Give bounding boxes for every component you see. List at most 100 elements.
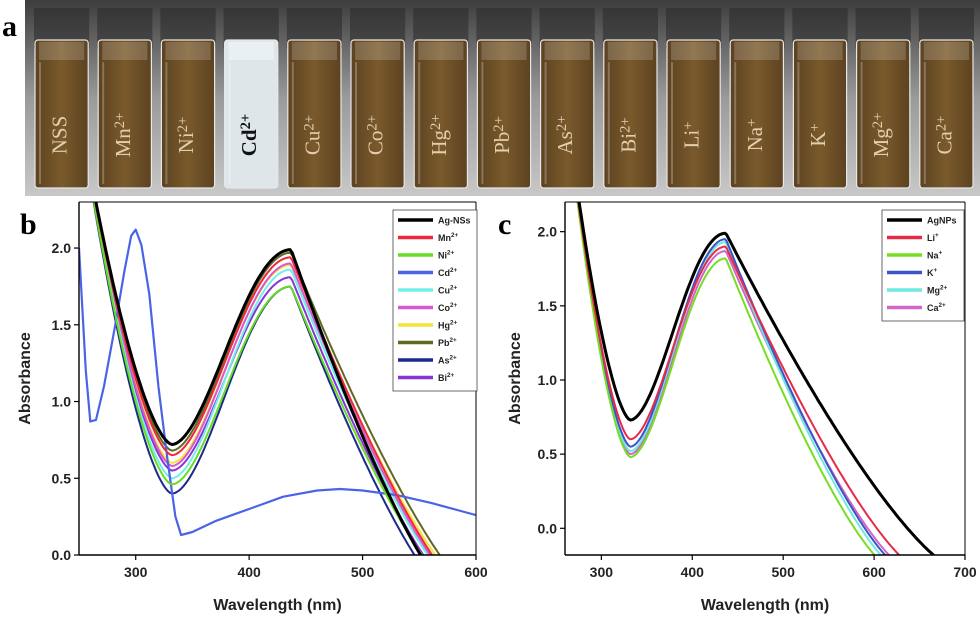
vial-meniscus — [797, 42, 843, 60]
vial-body — [919, 39, 974, 189]
series-line-mg — [576, 202, 883, 555]
x-tick-label: 600 — [464, 564, 488, 580]
series-line-ag-nss — [94, 202, 423, 555]
vial-hg: Hg2+ — [413, 8, 469, 189]
vial-meniscus — [860, 42, 906, 60]
vial-na: Na+ — [729, 8, 785, 189]
vial-body — [34, 39, 89, 189]
series-line-cu — [93, 202, 429, 555]
vial-body — [97, 39, 152, 189]
vial-photo-strip: a NSS Mn2+ Ni2+ Cd2+ Cu2+ Co2+ Hg2+ Pb2+ As2+ Bi2+… — [2, 0, 980, 196]
legend-entry: Co2+ — [438, 302, 458, 313]
legend-entry: Mg2+ — [927, 285, 948, 296]
vial-k: K+ — [792, 8, 848, 189]
legend-entry: Li+ — [927, 232, 939, 243]
x-tick-label: 300 — [590, 564, 614, 580]
legend-box — [881, 209, 965, 322]
series-line-pb — [94, 202, 441, 555]
chart-b: b 300 400 500 600 0.0 0.5 1.0 1.5 2.0 Wavelength (… — [17, 201, 488, 614]
vial-label: K+ — [806, 123, 830, 146]
vial-meniscus — [923, 42, 969, 60]
y-tick-label: 1.0 — [538, 372, 558, 388]
x-axis-label: Wavelength (nm) — [213, 597, 341, 614]
vial-meniscus — [734, 42, 780, 60]
vial-cu: Cu2+ — [286, 8, 342, 189]
vial-body — [603, 39, 658, 189]
panel-letter-a: a — [2, 10, 17, 43]
x-tick-label: 600 — [862, 564, 886, 580]
vial-label: Hg2+ — [427, 114, 451, 155]
vial-label: Mg2+ — [869, 113, 893, 158]
vial-meniscus — [607, 42, 653, 60]
vial-label: Pb2+ — [490, 116, 514, 154]
vial-body — [666, 39, 721, 189]
vial-body — [350, 39, 405, 189]
vial-label: Cu2+ — [300, 115, 324, 155]
vial-body — [224, 39, 279, 189]
vial-cd: Cd2+ — [223, 8, 279, 189]
x-axis-label: Wavelength (nm) — [701, 597, 829, 614]
vial-body — [413, 39, 469, 189]
series-line-ca — [576, 202, 891, 555]
legend-entry: Cd2+ — [438, 267, 458, 278]
x-tick-label: 400 — [681, 564, 705, 580]
legend-entry: Bi2+ — [438, 372, 455, 383]
legend-entry: Cu2+ — [438, 285, 458, 296]
vial-meniscus — [418, 42, 464, 60]
vial-body — [729, 39, 785, 189]
plot-area — [79, 202, 476, 555]
vial-meniscus — [39, 42, 85, 60]
legend: AgNPs Li+ Na+ K+ Mg2+ Ca2+ — [881, 209, 965, 322]
vial-label: Mn2+ — [111, 113, 135, 158]
vial-label: Ca2+ — [932, 116, 956, 155]
legend-entry: Na+ — [927, 250, 943, 261]
series-line-cd — [79, 228, 476, 537]
vial-label: Li+ — [679, 122, 703, 149]
vial-label: Na+ — [743, 119, 767, 152]
vial-meniscus — [165, 42, 211, 60]
vial-meniscus — [228, 42, 274, 60]
y-tick-label: 1.5 — [538, 298, 558, 314]
vial-label: NSS — [47, 116, 71, 155]
vial-body — [476, 39, 532, 189]
legend-entry: Ni2+ — [438, 250, 455, 261]
vial-as: As2+ — [539, 8, 595, 189]
panel-letter-c: c — [498, 208, 511, 241]
vial-pb: Pb2+ — [476, 8, 532, 189]
vial-meniscus — [671, 42, 717, 60]
vial-body — [160, 39, 216, 189]
x-tick-label: 400 — [237, 564, 261, 580]
x-tick-label: 700 — [953, 564, 977, 580]
legend-entry: AgNPs — [927, 216, 957, 226]
vial-label: Ni2+ — [174, 117, 198, 154]
vial-meniscus — [481, 42, 527, 60]
y-tick-label: 0.0 — [538, 520, 558, 536]
vial-mg: Mg2+ — [855, 8, 911, 189]
vial-meniscus — [355, 42, 401, 60]
y-tick-label: 2.0 — [538, 224, 558, 240]
vial-ca: Ca2+ — [918, 8, 974, 189]
y-tick-label: 1.5 — [52, 317, 72, 333]
legend-entry: Ag-NSs — [438, 216, 471, 226]
legend-entry: Hg2+ — [438, 320, 458, 331]
vial-meniscus — [544, 42, 590, 60]
y-tick-label: 0.5 — [538, 446, 558, 462]
legend: Ag-NSs Mn2+ Ni2+ Cd2+ Cu2+ Co2+ Hg2+ Pb2+ As2+ Bi… — [392, 209, 478, 392]
y-axis-label: Absorbance — [507, 332, 524, 425]
y-tick-label: 0.0 — [52, 547, 72, 563]
y-axis-label: Absorbance — [17, 332, 34, 425]
x-tick-label: 300 — [124, 564, 148, 580]
y-tick-label: 2.0 — [52, 240, 72, 256]
y-tick-label: 0.5 — [52, 470, 72, 486]
vial-meniscus — [291, 42, 337, 60]
series-line-mn — [94, 202, 434, 555]
vial-co: Co2+ — [350, 8, 406, 189]
legend-entry: Pb2+ — [438, 337, 457, 348]
vial-label: Cd2+ — [237, 114, 261, 157]
vial-body — [855, 39, 911, 189]
x-tick-label: 500 — [772, 564, 796, 580]
legend-entry: Ca2+ — [927, 302, 946, 313]
series-line-co — [93, 202, 431, 555]
series-line-na — [576, 202, 876, 555]
vial-nss: NSS — [34, 8, 90, 189]
